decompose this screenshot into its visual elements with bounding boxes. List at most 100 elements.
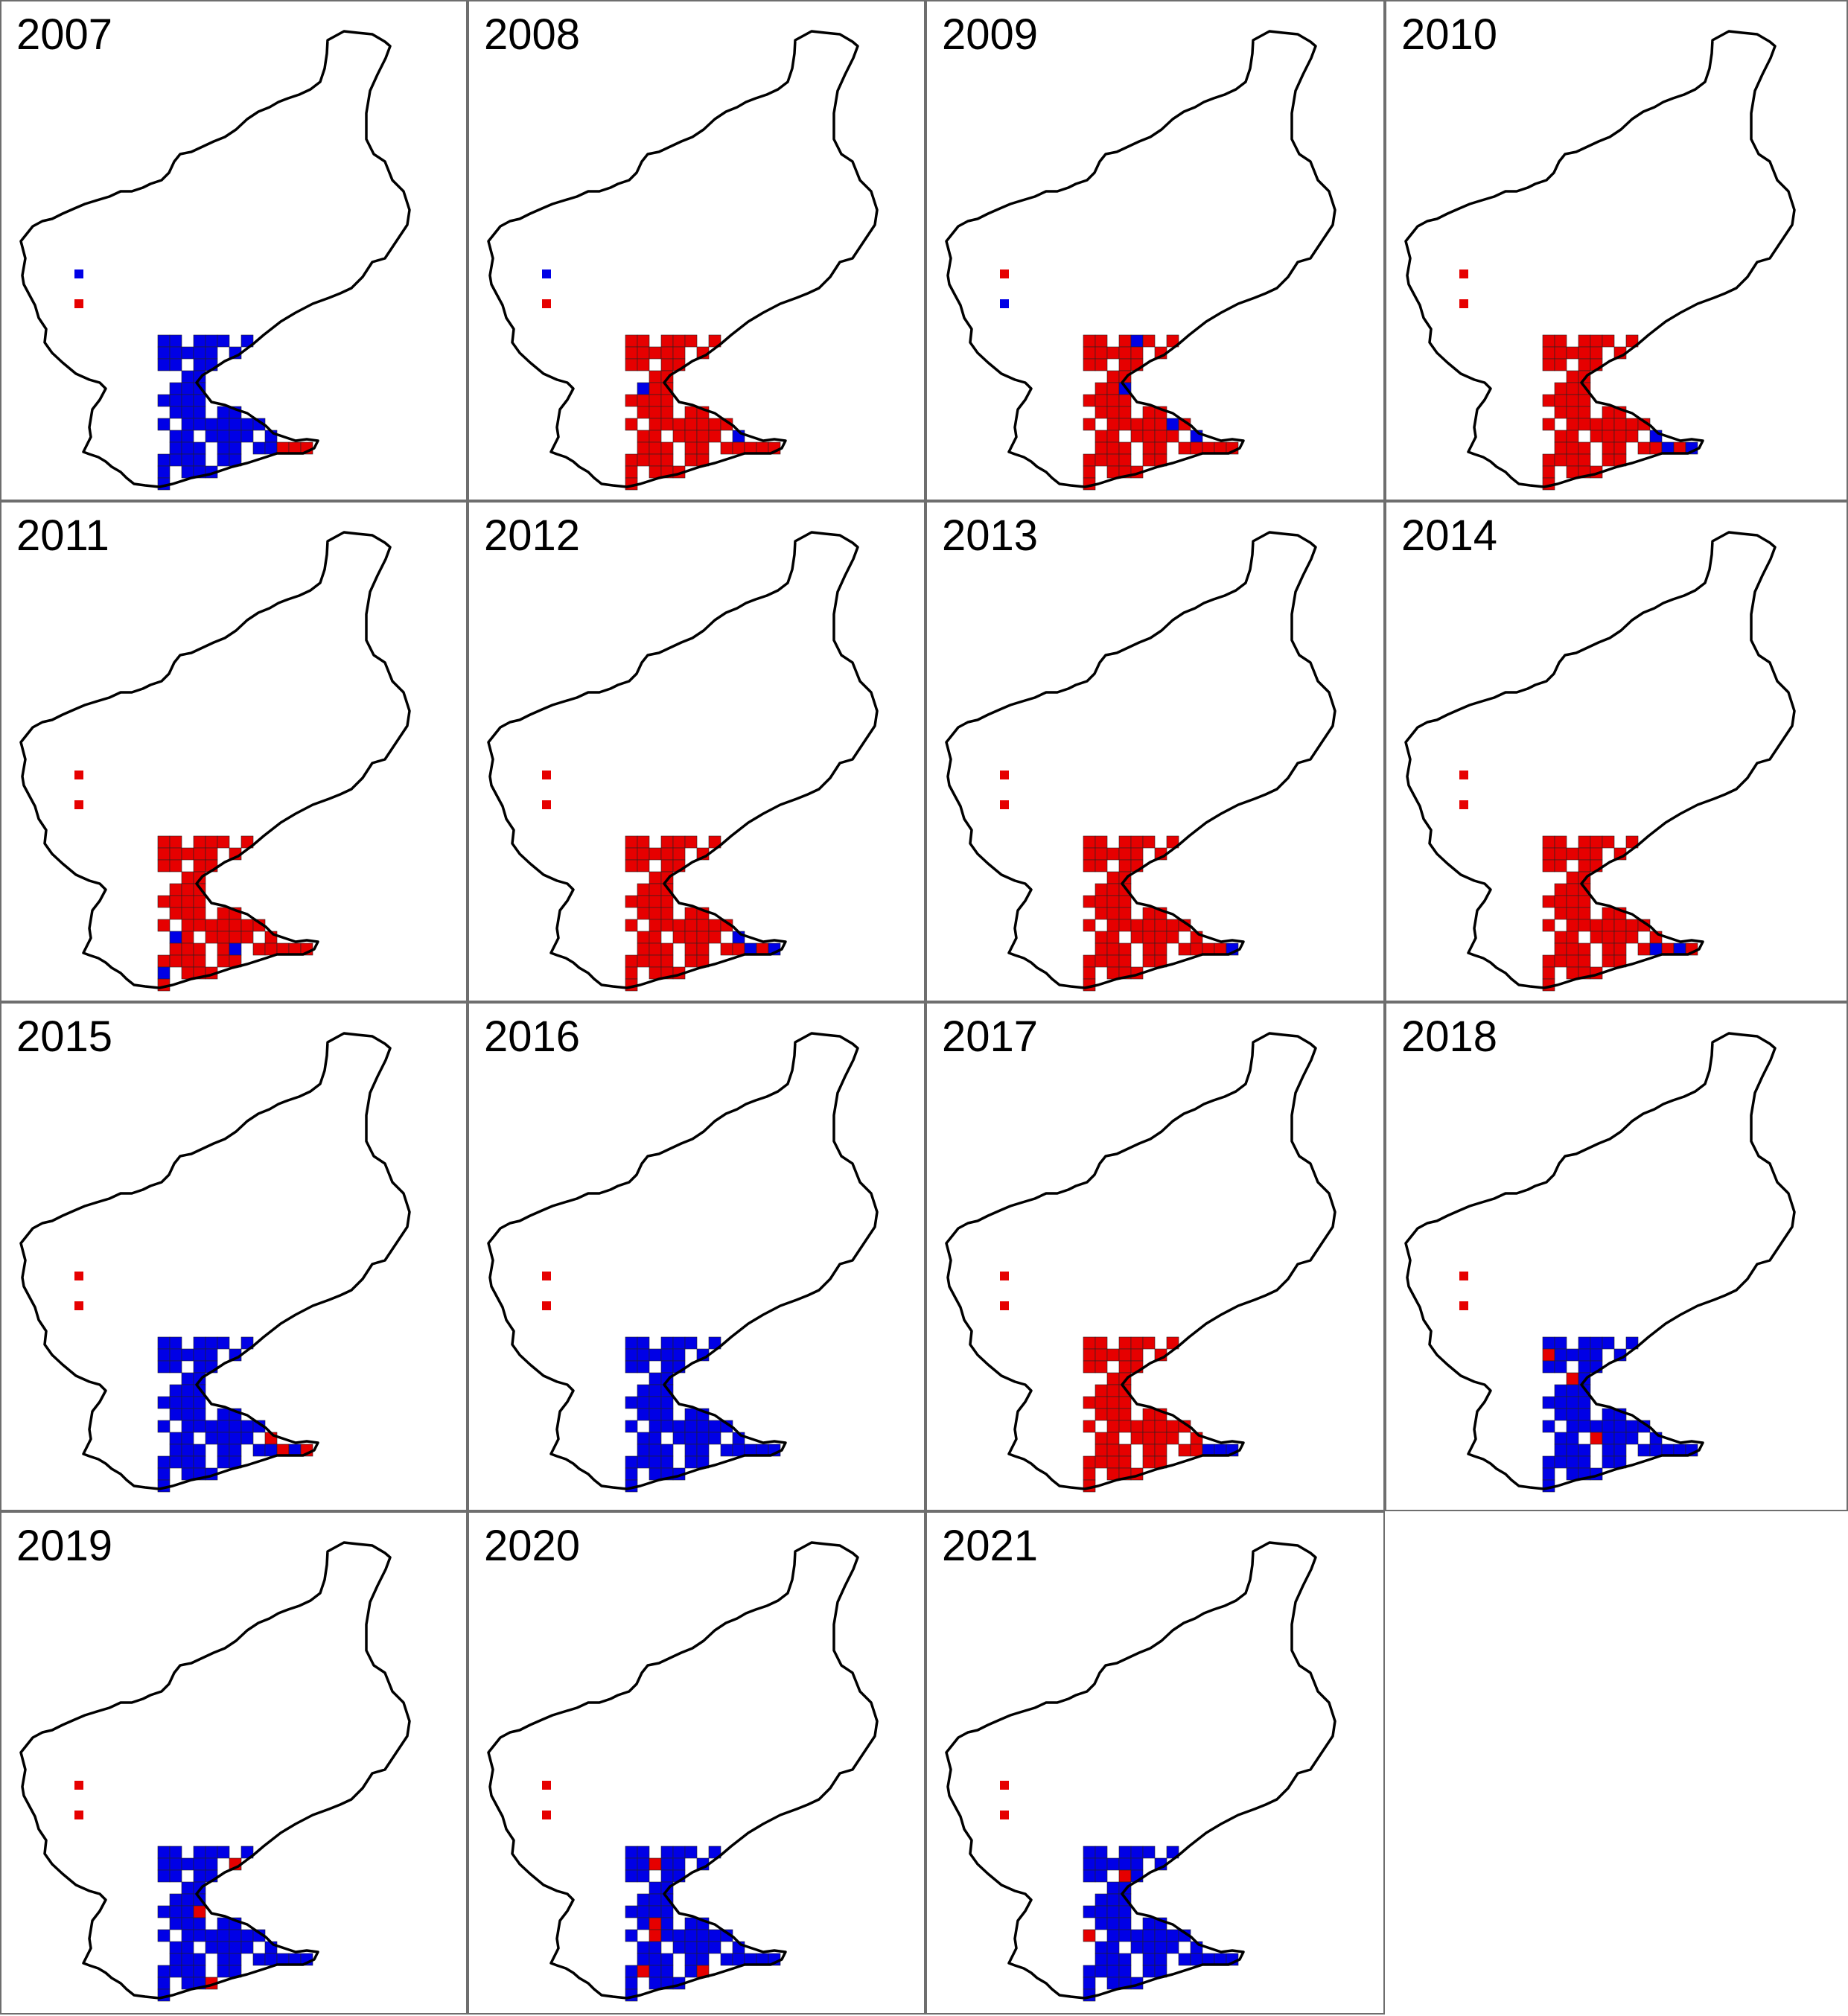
grid-cell-blue [684,1917,698,1930]
grid-cell-blue [229,1953,242,1966]
grid-cell-red [1542,358,1555,371]
grid-cell-red [1106,871,1120,884]
grid-cell-blue [649,1977,662,1990]
grid-cell-red [1095,859,1108,873]
grid-cell-red [1613,441,1627,455]
grid-cell-red [217,835,230,849]
grid-cell-blue [1154,1953,1167,1966]
grid-cell-blue [157,1977,171,1990]
map-panel-2018: 2018 [1385,1002,1848,1511]
grid-cell-blue [181,1977,194,1990]
grid-cell-blue [169,1396,182,1409]
grid-cell-red [1590,931,1603,944]
grid-cell-blue [181,1953,194,1966]
grid-cell-red [660,919,674,932]
grid-cell-red [1118,358,1132,371]
grid-cell-red [169,954,182,968]
region-map [487,1032,879,1493]
isolated-cell-red [1459,299,1468,308]
grid-cell-blue [205,1929,218,1942]
grid-cell-red [1566,430,1579,443]
grid-cell-red [1142,441,1156,455]
grid-cell-red [625,334,638,348]
grid-cell-blue [1166,1941,1179,1954]
region-outline [487,531,879,989]
region-outline [19,1032,411,1490]
grid-cell-blue [672,1929,686,1942]
grid-cell-red [1613,931,1627,944]
grid-cell-red [1602,441,1615,455]
grid-cell-red [1566,883,1579,896]
grid-cell-red [637,907,650,920]
grid-cell-blue [193,358,206,371]
grid-cell-blue [1130,1929,1144,1942]
grid-cell-blue [1106,1929,1120,1942]
grid-cell-blue [637,1360,650,1374]
grid-cell-blue [229,1929,242,1942]
grid-cell-red [660,453,674,467]
grid-cell-blue [1554,1384,1567,1397]
grid-cell-blue [169,441,182,455]
grid-cell-blue [696,1929,710,1942]
grid-cell-red [1095,406,1108,419]
grid-cell-red [193,895,206,908]
grid-cell-red [1566,394,1579,407]
grid-cell-blue [217,1917,230,1930]
grid-cell-red [1130,418,1144,431]
grid-cell-red [1130,346,1144,360]
grid-cell-red [1106,406,1120,419]
grid-cell-red [1106,346,1120,360]
grid-cell-blue [181,394,194,407]
grid-cell-blue [193,1360,206,1374]
grid-cell-blue [1649,1444,1663,1457]
grid-cell-blue [720,1953,733,1966]
grid-cell-red [1602,453,1615,467]
grid-cell-blue [649,1396,662,1409]
map-panel-2007: 2007 [0,0,468,501]
grid-cell-red [1083,895,1096,908]
grid-cell-blue [684,1846,698,1859]
grid-cell-blue [169,1455,182,1469]
region-outline [19,30,411,488]
grid-cell-blue [229,1420,242,1433]
grid-cell-blue [1106,1905,1120,1918]
grid-cell-blue [193,441,206,455]
grid-cell-red [1106,441,1120,455]
grid-cell-red [1142,954,1156,968]
grid-cell-red [1142,1455,1156,1469]
grid-cell-red [1154,441,1167,455]
grid-cell-blue [672,1432,686,1445]
grid-cell-blue [637,1455,650,1469]
grid-cell-blue [1578,1420,1591,1433]
grid-cell-red [1613,418,1627,431]
panel-year-label: 2016 [484,1012,581,1061]
grid-cell-blue [193,1965,206,1978]
grid-cell-red [649,430,662,443]
grid-cell-blue [1095,1869,1108,1883]
grid-cell-red [1542,1348,1555,1362]
grid-cell-blue [1554,1408,1567,1421]
grid-cell-red [1095,1384,1108,1397]
grid-cell-red [252,942,266,956]
grid-cell-blue [217,1846,230,1859]
grid-cell-red [1166,931,1179,944]
grid-cell-blue [649,1941,662,1954]
grid-cell-blue [1554,1455,1567,1469]
grid-cell-red [240,919,254,932]
grid-cell-red [1118,954,1132,968]
grid-cell-red [684,418,698,431]
grid-cell-red [1083,1467,1096,1481]
grid-cell-red [660,358,674,371]
grid-cell-blue [649,1905,662,1918]
grid-cell-blue [1106,1857,1120,1871]
grid-cell-red [649,954,662,968]
grid-cell-blue [157,346,171,360]
region-outline [487,1541,879,2000]
grid-cell-red [1142,453,1156,467]
grid-cell-red [1118,334,1132,348]
grid-cell-blue [1130,1857,1144,1871]
grid-cell-red [181,907,194,920]
grid-cell-blue [229,441,242,455]
grid-cell-red [1542,418,1555,431]
grid-cell-red [660,954,674,968]
